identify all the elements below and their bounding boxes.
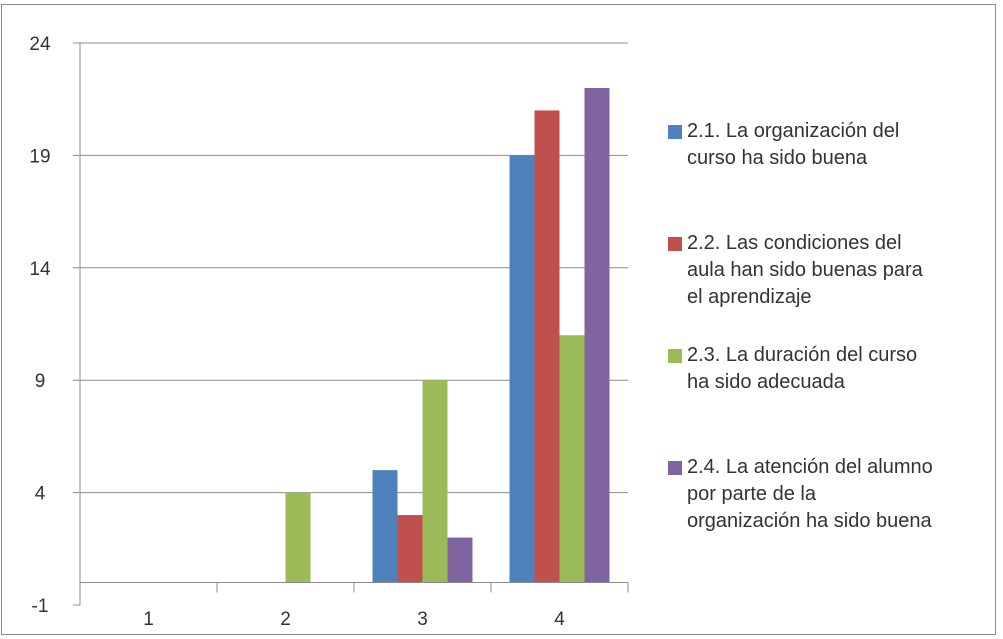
legend-label-line: ha sido adecuada xyxy=(687,371,845,393)
legend-item: 2.4. La atención del alumno por parte de … xyxy=(668,454,988,535)
axes xyxy=(73,42,629,606)
bar xyxy=(509,155,535,583)
legend-label: 2.2. Las condiciones del aula han sido bu… xyxy=(687,230,923,311)
x-tick-label: 4 xyxy=(554,609,565,630)
legend-item: 2.2. Las condiciones del aula han sido bu… xyxy=(668,230,988,311)
y-tick-label: 9 xyxy=(35,371,46,392)
y-tick-label: 14 xyxy=(29,259,51,280)
bar xyxy=(559,335,585,583)
legend-label: 2.4. La atención del alumno por parte de … xyxy=(687,454,933,535)
legend-swatch xyxy=(668,461,682,475)
bar xyxy=(447,537,473,583)
legend-label-line: aula han sido buenas para xyxy=(687,259,923,281)
y-tick-label: 4 xyxy=(35,484,46,505)
bar xyxy=(285,492,311,583)
legend-swatch xyxy=(668,237,682,251)
legend-label-line: 2.2. Las condiciones del xyxy=(687,232,902,254)
legend-swatch xyxy=(668,349,682,363)
bar xyxy=(584,87,610,583)
legend-label-line: 2.4. La atención del alumno xyxy=(687,456,933,478)
legend-label-line: 2.3. La duración del curso xyxy=(687,344,918,366)
legend-label: 2.3. La duración del curso ha sido adecua… xyxy=(687,342,917,396)
bar xyxy=(397,515,423,583)
legend-swatch xyxy=(668,125,682,139)
bar xyxy=(422,380,448,583)
x-tick-label: 3 xyxy=(417,609,428,630)
bars xyxy=(285,87,610,583)
x-tick-label: 2 xyxy=(280,609,291,630)
legend-label-line: curso ha sido buena xyxy=(687,147,868,169)
bar xyxy=(534,110,560,583)
y-tick-label: -1 xyxy=(32,596,49,617)
legend-label-line: por parte de la xyxy=(687,483,816,505)
legend-item: 2.3. La duración del curso ha sido adecua… xyxy=(668,342,988,396)
legend-label-line: 2.1. La organización del xyxy=(687,120,900,142)
y-tick-label: 19 xyxy=(29,146,50,167)
x-tick-label: 1 xyxy=(143,609,154,630)
legend-label-line: el aprendizaje xyxy=(687,286,812,308)
chart-frame xyxy=(1,4,996,635)
tick-labels: 24 19 14 9 4 -1 1 2 3 4 xyxy=(29,34,565,630)
y-tick-label: 24 xyxy=(29,34,51,55)
legend-item: 2.1. La organización del curso ha sido bu… xyxy=(668,118,988,172)
legend-label: 2.1. La organización del curso ha sido bu… xyxy=(687,118,899,172)
legend-label-line: organización ha sido buena xyxy=(687,510,932,532)
bar xyxy=(372,470,398,583)
